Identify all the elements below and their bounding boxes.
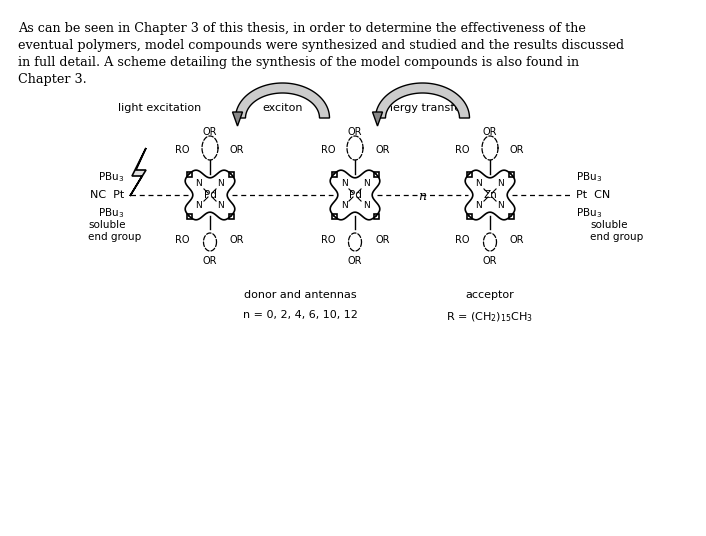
Bar (373, 172, 378, 176)
Text: Pd: Pd (203, 190, 217, 200)
Text: OR: OR (203, 127, 217, 137)
Bar (373, 213, 378, 219)
Text: soluble
end group: soluble end group (590, 220, 643, 242)
Text: OR: OR (375, 235, 390, 245)
Text: N: N (363, 180, 369, 189)
Text: OR: OR (348, 256, 362, 266)
Text: PBu$_3$: PBu$_3$ (98, 170, 124, 184)
Text: RO: RO (321, 145, 335, 155)
Bar (229, 213, 234, 219)
Text: PBu$_3$: PBu$_3$ (576, 206, 602, 220)
Text: PBu$_3$: PBu$_3$ (576, 170, 602, 184)
Text: As can be seen in Chapter 3 of this thesis, in order to determine the effectiven: As can be seen in Chapter 3 of this thes… (18, 22, 586, 35)
Text: RO: RO (455, 145, 470, 155)
Text: n: n (419, 190, 426, 204)
Text: N: N (217, 202, 225, 211)
Bar (508, 213, 513, 219)
Text: soluble
end group: soluble end group (88, 220, 141, 242)
Text: RO: RO (176, 235, 190, 245)
Text: R = (CH$_2$)$_{15}$CH$_3$: R = (CH$_2$)$_{15}$CH$_3$ (446, 310, 534, 324)
Text: acceptor: acceptor (466, 290, 515, 300)
Bar (186, 172, 191, 176)
Text: OR: OR (203, 256, 217, 266)
Bar (229, 172, 234, 176)
Bar (186, 213, 191, 219)
Text: energy transfer: energy transfer (379, 103, 466, 113)
Bar (467, 172, 472, 176)
Text: eventual polymers, model compounds were synthesized and studied and the results : eventual polymers, model compounds were … (18, 39, 624, 52)
Text: N: N (476, 202, 482, 211)
Text: OR: OR (510, 235, 525, 245)
Bar (332, 172, 337, 176)
Text: OR: OR (375, 145, 390, 155)
Polygon shape (376, 83, 469, 118)
Text: N: N (196, 180, 203, 189)
Text: PBu$_3$: PBu$_3$ (98, 206, 124, 220)
Text: Chapter 3.: Chapter 3. (18, 73, 87, 86)
Bar (332, 213, 337, 219)
Text: RO: RO (455, 235, 470, 245)
Text: n = 0, 2, 4, 6, 10, 12: n = 0, 2, 4, 6, 10, 12 (243, 310, 357, 320)
Text: Pt  CN: Pt CN (576, 190, 610, 200)
Text: exciton: exciton (262, 103, 303, 113)
Text: N: N (340, 180, 347, 189)
Text: Pd: Pd (349, 190, 361, 200)
Text: N: N (363, 202, 369, 211)
Text: RO: RO (321, 235, 335, 245)
Bar (508, 172, 513, 176)
Text: NC  Pt: NC Pt (90, 190, 124, 200)
Text: light excitation: light excitation (119, 103, 202, 113)
Polygon shape (232, 112, 242, 126)
Text: N: N (498, 180, 504, 189)
Text: OR: OR (510, 145, 525, 155)
Text: N: N (476, 180, 482, 189)
Text: Zn: Zn (483, 190, 497, 200)
Bar (467, 213, 472, 219)
Text: RO: RO (176, 145, 190, 155)
Text: OR: OR (483, 256, 497, 266)
Text: N: N (498, 202, 504, 211)
Text: in full detail. A scheme detailing the synthesis of the model compounds is also : in full detail. A scheme detailing the s… (18, 56, 579, 69)
Text: OR: OR (483, 127, 497, 137)
Polygon shape (373, 112, 383, 126)
Text: N: N (217, 180, 225, 189)
Text: OR: OR (230, 145, 244, 155)
Text: OR: OR (230, 235, 244, 245)
Text: OR: OR (348, 127, 362, 137)
Polygon shape (236, 83, 330, 118)
Text: donor and antennas: donor and antennas (244, 290, 357, 300)
Text: N: N (340, 202, 347, 211)
Text: N: N (196, 202, 203, 211)
Polygon shape (130, 148, 146, 196)
